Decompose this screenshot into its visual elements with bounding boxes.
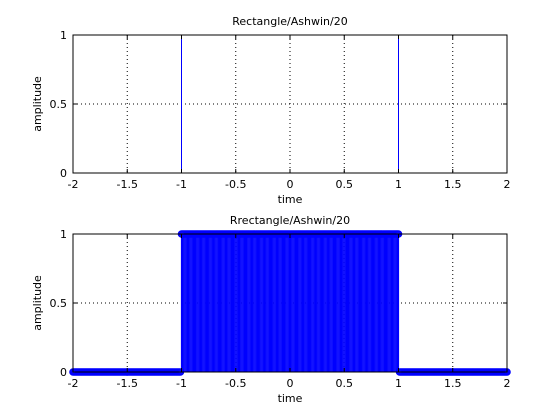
y-tick-label: 1: [60, 29, 67, 42]
x-tick-label: -1: [176, 377, 187, 390]
chart-title: Rrectangle/Ashwin/20: [230, 214, 350, 227]
x-tick-label: 1.5: [444, 377, 462, 390]
chart-1: -2 -1.5 -1 -0.5 0 0.5 1 1.5 2 0 0.5 1 Rectangle/Ashw…: [31, 15, 511, 206]
x-tick-label: 0: [287, 178, 294, 191]
x-tick-label: -2: [68, 178, 79, 191]
x-tick-label: -1.5: [117, 377, 138, 390]
x-tick-label: 1: [395, 178, 402, 191]
y-tick-label: 0: [60, 167, 67, 180]
y-axis-label: amplitude: [31, 275, 44, 331]
y-tick-label: 1: [60, 228, 67, 241]
y-axis-label: amplitude: [31, 76, 44, 132]
x-tick-label: 0: [287, 377, 294, 390]
x-tick-label: -0.5: [225, 377, 246, 390]
x-tick-label: 2: [504, 377, 511, 390]
x-axis-label: time: [278, 392, 303, 405]
x-tick-label: 0.5: [336, 377, 354, 390]
x-tick-label: 2: [504, 178, 511, 191]
x-tick-label: -1.5: [117, 178, 138, 191]
x-axis-label: time: [278, 193, 303, 206]
chart-title: Rectangle/Ashwin/20: [232, 15, 347, 28]
x-tick-label: 1.5: [444, 178, 462, 191]
x-tick-label: 1: [395, 377, 402, 390]
x-tick-label: 0.5: [336, 178, 354, 191]
x-tick-label: -1: [176, 178, 187, 191]
y-tick-label: 0.5: [50, 98, 68, 111]
y-tick-label: 0.5: [50, 297, 68, 310]
y-tick-label: 0: [60, 366, 67, 379]
chart-2: -2 -1.5 -1 -0.5 0 0.5 1 1.5 2 0 0.5 1 Rrectangle/Ash…: [31, 214, 511, 405]
x-tick-label: -2: [68, 377, 79, 390]
x-tick-label: -0.5: [225, 178, 246, 191]
